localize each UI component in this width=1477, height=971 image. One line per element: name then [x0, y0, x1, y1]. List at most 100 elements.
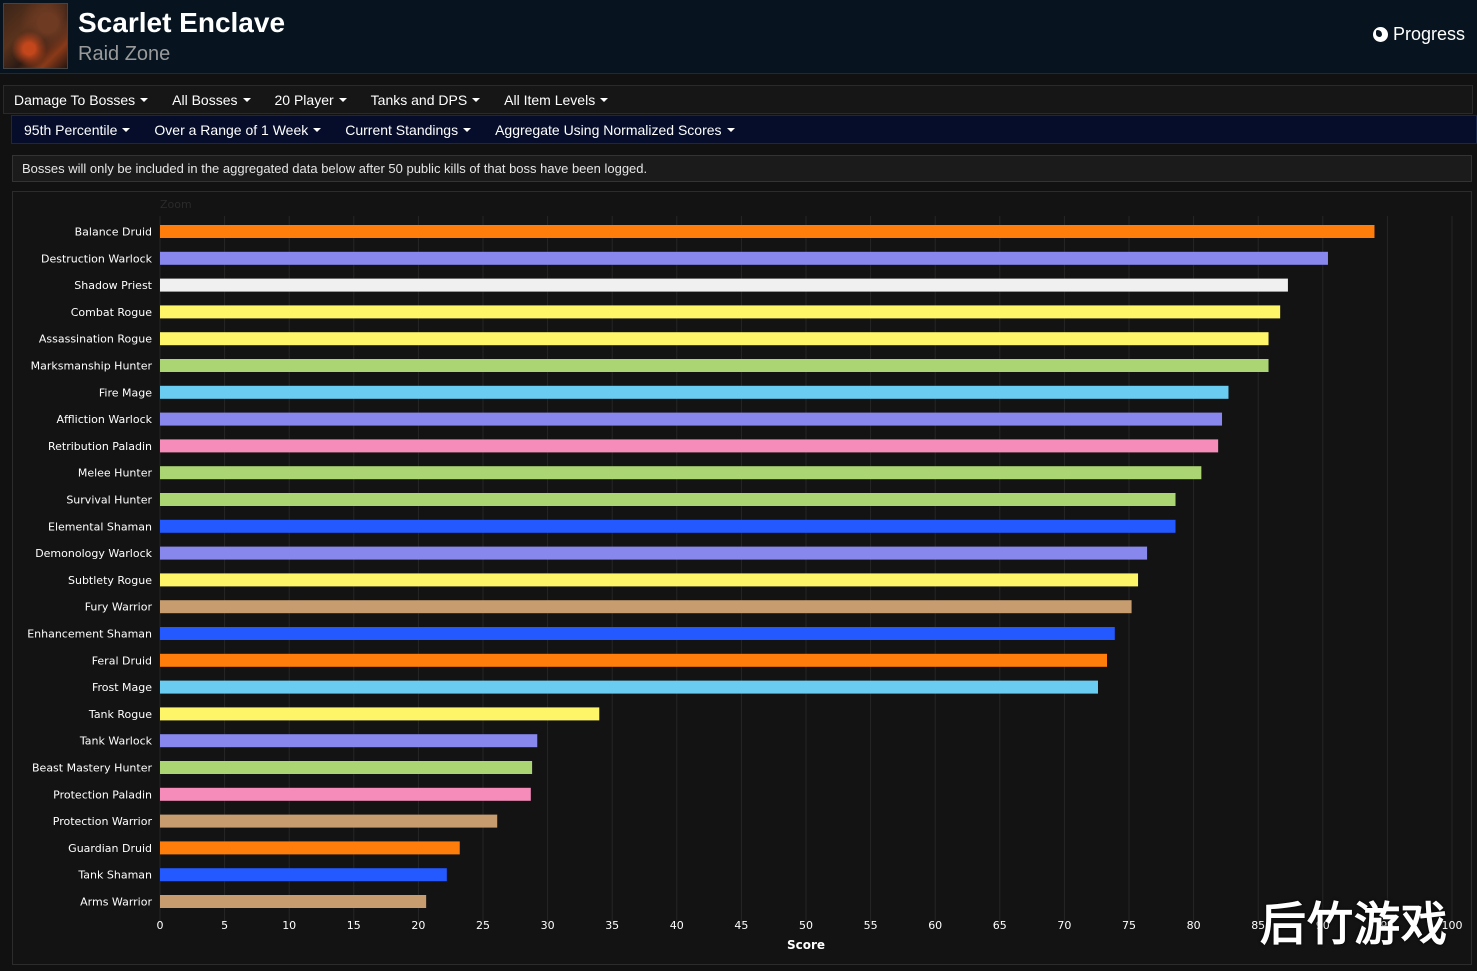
boss-dropdown[interactable]: All Bosses	[160, 92, 262, 108]
item-level-dropdown-label: All Item Levels	[504, 91, 596, 108]
metric-dropdown[interactable]: Damage To Bosses	[4, 92, 160, 108]
standings-dropdown-label: Current Standings	[345, 121, 459, 138]
category-label: Fire Mage	[99, 386, 152, 399]
role-dropdown-label: Tanks and DPS	[370, 91, 468, 108]
x-tick-label: 40	[670, 919, 684, 932]
bar	[160, 787, 531, 801]
category-label: Feral Druid	[92, 654, 152, 667]
bar	[160, 493, 1176, 506]
category-label: Guardian Druid	[68, 842, 152, 855]
filter-bar-secondary: 95th Percentile Over a Range of 1 Week C…	[11, 115, 1477, 144]
category-label: Elemental Shaman	[48, 520, 152, 533]
bar	[160, 814, 498, 828]
size-dropdown[interactable]: 20 Player	[263, 92, 359, 108]
range-dropdown-label: Over a Range of 1 Week	[154, 121, 309, 138]
x-tick-label: 45	[734, 919, 748, 932]
bar	[160, 278, 1288, 292]
bar	[160, 546, 1148, 560]
category-label: Destruction Warlock	[41, 252, 153, 265]
bar	[160, 519, 1176, 533]
chart-svg: Zoom Balance Druid Destruction Warlock Shad…	[27, 198, 1463, 952]
category-label: Fury Warrior	[85, 601, 153, 614]
category-label: Retribution Paladin	[48, 440, 152, 453]
zone-header: Scarlet Enclave Raid Zone Progress	[0, 0, 1477, 74]
bar	[160, 600, 1132, 614]
x-tick-label: 100	[1442, 919, 1463, 932]
caret-down-icon	[726, 127, 735, 132]
category-label: Assassination Rogue	[39, 333, 152, 346]
category-label: Melee Hunter	[78, 467, 153, 480]
category-label: Shadow Priest	[74, 279, 152, 292]
bar	[160, 680, 1098, 694]
percentile-dropdown[interactable]: 95th Percentile	[12, 122, 142, 138]
zone-title: Scarlet Enclave	[78, 7, 286, 38]
progress-link[interactable]: Progress	[1372, 22, 1465, 46]
x-tick-label: 50	[799, 919, 813, 932]
x-tick-label: 20	[411, 919, 425, 932]
watermark-text: 后竹游戏	[1260, 897, 1448, 951]
category-label: Protection Paladin	[53, 788, 152, 801]
caret-down-icon	[463, 127, 472, 132]
aggregation-notice: Bosses will only be included in the aggr…	[12, 155, 1472, 182]
bar	[160, 359, 1269, 372]
x-tick-label: 65	[993, 919, 1007, 932]
x-tick-label: 0	[157, 919, 164, 932]
bar	[160, 466, 1202, 480]
category-label: Demonology Warlock	[35, 547, 152, 560]
caret-down-icon	[122, 127, 131, 132]
bar	[160, 734, 538, 748]
bar	[160, 332, 1269, 346]
category-label: Tank Rogue	[88, 708, 152, 721]
bar	[160, 761, 533, 774]
size-dropdown-label: 20 Player	[274, 91, 334, 108]
bar	[160, 439, 1219, 453]
bar	[160, 251, 1328, 265]
x-tick-label: 30	[541, 919, 555, 932]
category-label: Affliction Warlock	[57, 413, 153, 426]
bar	[160, 653, 1108, 667]
caret-down-icon	[472, 97, 481, 102]
x-tick-label: 5	[221, 919, 228, 932]
x-tick-label: 80	[1187, 919, 1201, 932]
category-label: Beast Mastery Hunter	[32, 762, 152, 775]
category-label: Enhancement Shaman	[27, 628, 152, 641]
x-tick-label: 60	[928, 919, 942, 932]
bar	[160, 412, 1223, 426]
item-level-dropdown[interactable]: All Item Levels	[492, 92, 620, 108]
category-label: Balance Druid	[75, 226, 152, 239]
metric-dropdown-label: Damage To Bosses	[14, 91, 136, 108]
bar	[160, 305, 1281, 319]
category-label: Combat Rogue	[71, 306, 152, 319]
range-dropdown[interactable]: Over a Range of 1 Week	[142, 122, 333, 138]
category-label: Tank Shaman	[77, 869, 152, 882]
aggregate-dropdown-label: Aggregate Using Normalized Scores	[495, 121, 722, 138]
x-tick-label: 85	[1251, 919, 1265, 932]
standings-dropdown[interactable]: Current Standings	[333, 122, 483, 138]
caret-down-icon	[600, 97, 609, 102]
bar	[160, 627, 1115, 640]
category-label: Marksmanship Hunter	[31, 360, 153, 373]
category-label: Subtlety Rogue	[68, 574, 152, 587]
bar	[160, 707, 600, 721]
bar	[160, 895, 427, 908]
x-tick-label: 35	[605, 919, 619, 932]
globe-icon	[1372, 26, 1388, 42]
zoom-label: Zoom	[160, 198, 192, 211]
x-tick-label: 70	[1057, 919, 1071, 932]
x-tick-label: 25	[476, 919, 490, 932]
bar	[160, 225, 1375, 238]
category-label: Survival Hunter	[66, 494, 152, 507]
category-label: Tank Warlock	[79, 735, 153, 748]
filter-bar-primary: Damage To Bosses All Bosses 20 Player Ta…	[3, 85, 1473, 114]
category-label: Arms Warrior	[80, 896, 152, 909]
x-tick-label: 90	[1316, 919, 1330, 932]
percentile-dropdown-label: 95th Percentile	[24, 121, 118, 138]
zone-thumbnail-icon	[3, 3, 68, 69]
zone-subtitle: Raid Zone	[78, 43, 171, 65]
x-tick-label: 10	[282, 919, 296, 932]
role-dropdown[interactable]: Tanks and DPS	[359, 92, 493, 108]
score-chart: Zoom Balance Druid Destruction Warlock Shad…	[12, 191, 1472, 965]
x-tick-label: 95	[1380, 919, 1394, 932]
category-label: Frost Mage	[92, 681, 152, 694]
aggregate-dropdown[interactable]: Aggregate Using Normalized Scores	[483, 122, 746, 138]
